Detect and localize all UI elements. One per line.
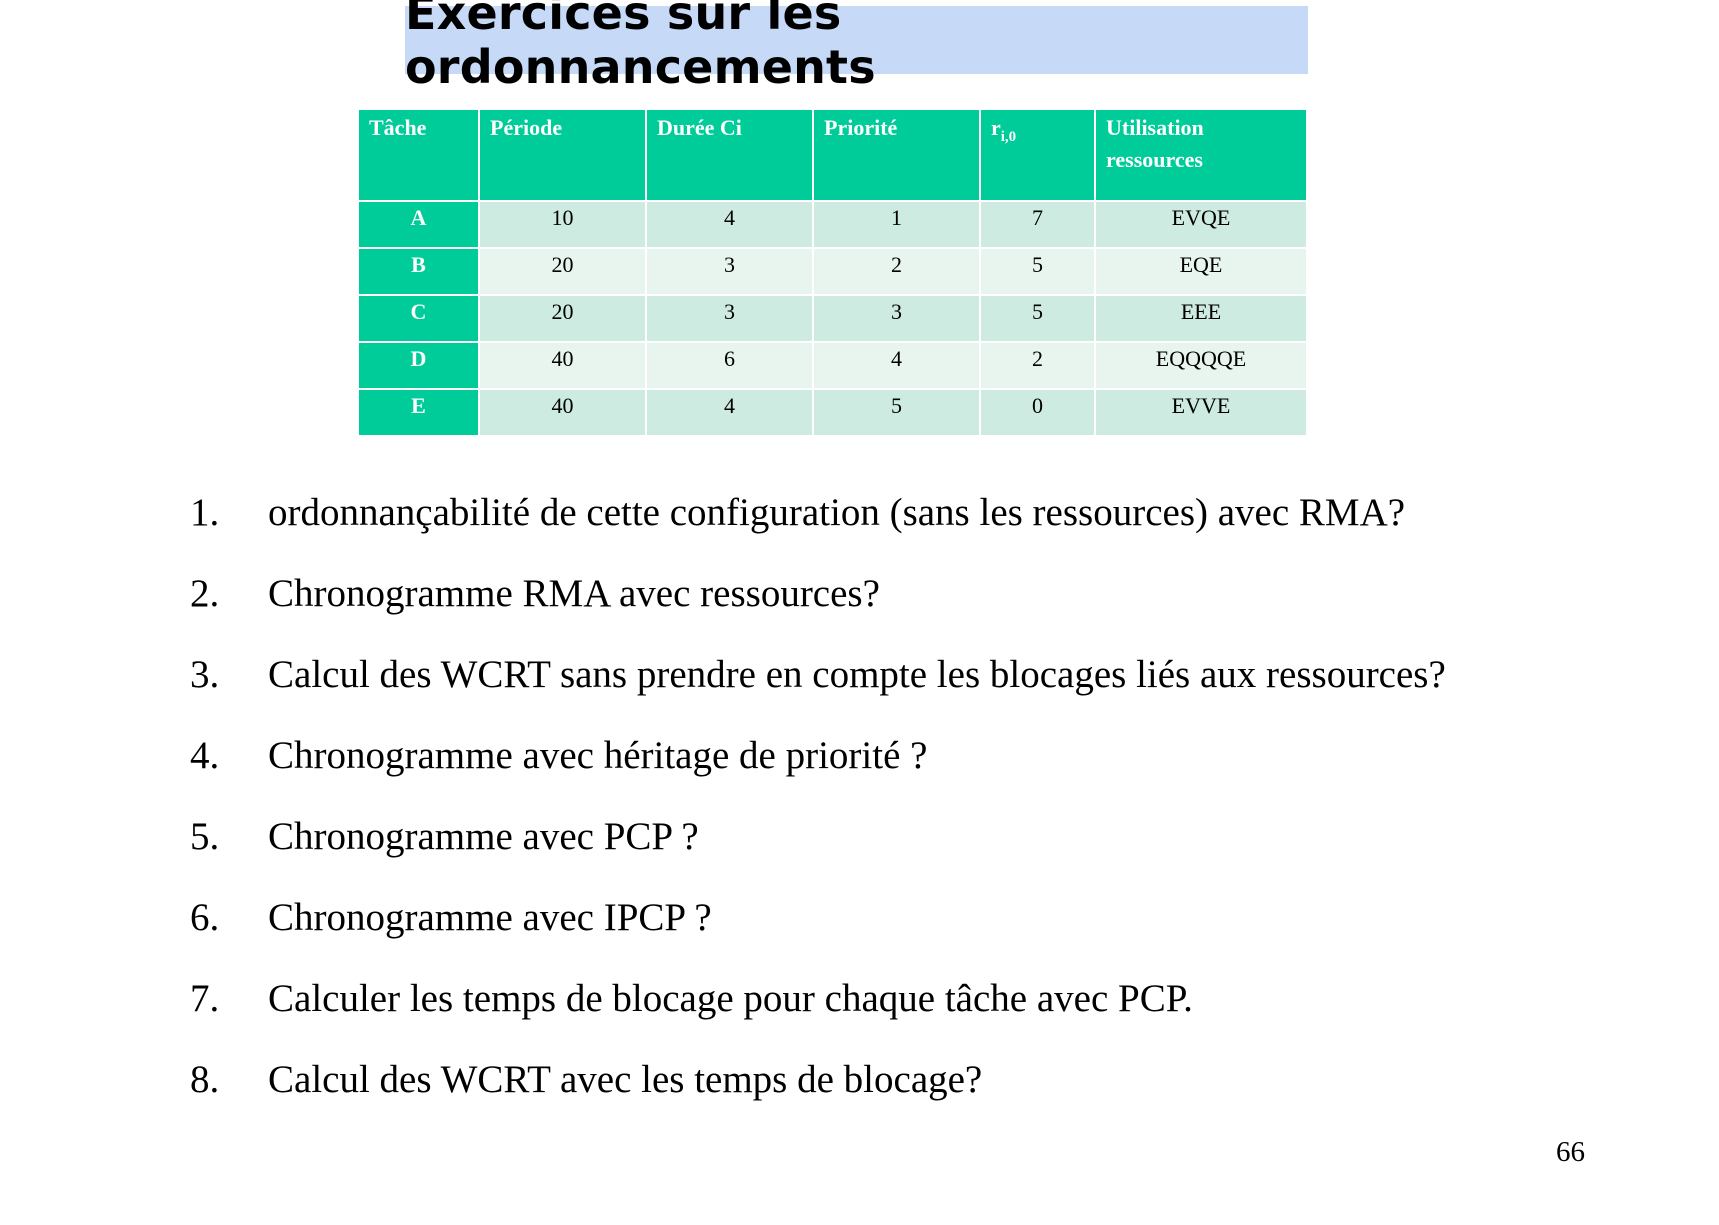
question-text: ordonnançabilité de cette configuration …	[268, 491, 1406, 534]
question-number: 6.	[190, 896, 220, 939]
question-number: 4.	[190, 734, 220, 777]
table-row: E 40 4 5 0 EVVE	[359, 390, 1306, 435]
header-r-base: r	[991, 115, 1001, 140]
list-item: 4. Chronogramme avec héritage de priorité…	[190, 733, 1446, 814]
header-priorite: Priorité	[814, 110, 979, 200]
header-utilisation-line2: ressources	[1106, 147, 1203, 172]
question-number: 2.	[190, 572, 220, 615]
utilisation-cell: EQE	[1096, 249, 1306, 294]
list-item: 8. Calcul des WCRT avec les temps de bloc…	[190, 1057, 1446, 1138]
r-cell: 0	[981, 390, 1094, 435]
table-row: D 40 6 4 2 EQQQQE	[359, 343, 1306, 388]
r-cell: 5	[981, 249, 1094, 294]
priorite-cell: 1	[814, 202, 979, 247]
header-r-i0: ri,0	[981, 110, 1094, 200]
task-table: Tâche Période Durée Ci Priorité ri,0 Uti…	[357, 108, 1308, 437]
question-text: Calculer les temps de blocage pour chaqu…	[268, 977, 1193, 1020]
task-name: E	[359, 390, 478, 435]
header-tache: Tâche	[359, 110, 478, 200]
table-row: C 20 3 3 5 EEE	[359, 296, 1306, 341]
duree-cell: 4	[647, 202, 812, 247]
list-item: 7. Calculer les temps de blocage pour cha…	[190, 976, 1446, 1057]
page-title: Exercices sur les ordonnancements	[405, 0, 876, 94]
utilisation-cell: EVQE	[1096, 202, 1306, 247]
page-number: 66	[1556, 1136, 1585, 1168]
r-cell: 7	[981, 202, 1094, 247]
list-item: 6. Chronogramme avec IPCP ?	[190, 895, 1446, 976]
periode-cell: 40	[480, 390, 645, 435]
header-utilisation: Utilisation ressources	[1096, 110, 1306, 200]
periode-cell: 20	[480, 296, 645, 341]
question-number: 3.	[190, 653, 220, 696]
utilisation-cell: EQQQQE	[1096, 343, 1306, 388]
utilisation-cell: EVVE	[1096, 390, 1306, 435]
priorite-cell: 3	[814, 296, 979, 341]
task-name: C	[359, 296, 478, 341]
priorite-cell: 5	[814, 390, 979, 435]
table-row: A 10 4 1 7 EVQE	[359, 202, 1306, 247]
question-text: Chronogramme RMA avec ressources?	[268, 572, 880, 615]
table-row: B 20 3 2 5 EQE	[359, 249, 1306, 294]
priorite-cell: 2	[814, 249, 979, 294]
header-duree: Durée Ci	[647, 110, 812, 200]
task-name: A	[359, 202, 478, 247]
periode-cell: 40	[480, 343, 645, 388]
duree-cell: 3	[647, 249, 812, 294]
list-item: 2. Chronogramme RMA avec ressources?	[190, 571, 1446, 652]
question-number: 8.	[190, 1058, 220, 1101]
question-list: 1. ordonnançabilité de cette configuratio…	[190, 490, 1446, 1138]
question-number: 1.	[190, 491, 220, 534]
list-item: 1. ordonnançabilité de cette configuratio…	[190, 490, 1446, 571]
question-number: 7.	[190, 977, 220, 1020]
duree-cell: 3	[647, 296, 812, 341]
list-item: 3. Calcul des WCRT sans prendre en compte…	[190, 652, 1446, 733]
r-cell: 5	[981, 296, 1094, 341]
question-text: Chronogramme avec PCP ?	[268, 815, 699, 858]
header-r-sub: i,0	[1000, 129, 1017, 145]
duree-cell: 4	[647, 390, 812, 435]
periode-cell: 10	[480, 202, 645, 247]
periode-cell: 20	[480, 249, 645, 294]
header-periode: Période	[480, 110, 645, 200]
question-text: Chronogramme avec héritage de priorité ?	[268, 734, 928, 777]
title-banner: Exercices sur les ordonnancements	[405, 0, 1308, 94]
task-name: D	[359, 343, 478, 388]
question-text: Calcul des WCRT avec les temps de blocag…	[268, 1058, 983, 1101]
question-text: Calcul des WCRT sans prendre en compte l…	[268, 653, 1446, 696]
list-item: 5. Chronogramme avec PCP ?	[190, 814, 1446, 895]
question-number: 5.	[190, 815, 220, 858]
r-cell: 2	[981, 343, 1094, 388]
priorite-cell: 4	[814, 343, 979, 388]
duree-cell: 6	[647, 343, 812, 388]
table-header-row: Tâche Période Durée Ci Priorité ri,0 Uti…	[359, 110, 1306, 200]
utilisation-cell: EEE	[1096, 296, 1306, 341]
task-name: B	[359, 249, 478, 294]
question-text: Chronogramme avec IPCP ?	[268, 896, 712, 939]
header-utilisation-line1: Utilisation	[1106, 115, 1204, 140]
